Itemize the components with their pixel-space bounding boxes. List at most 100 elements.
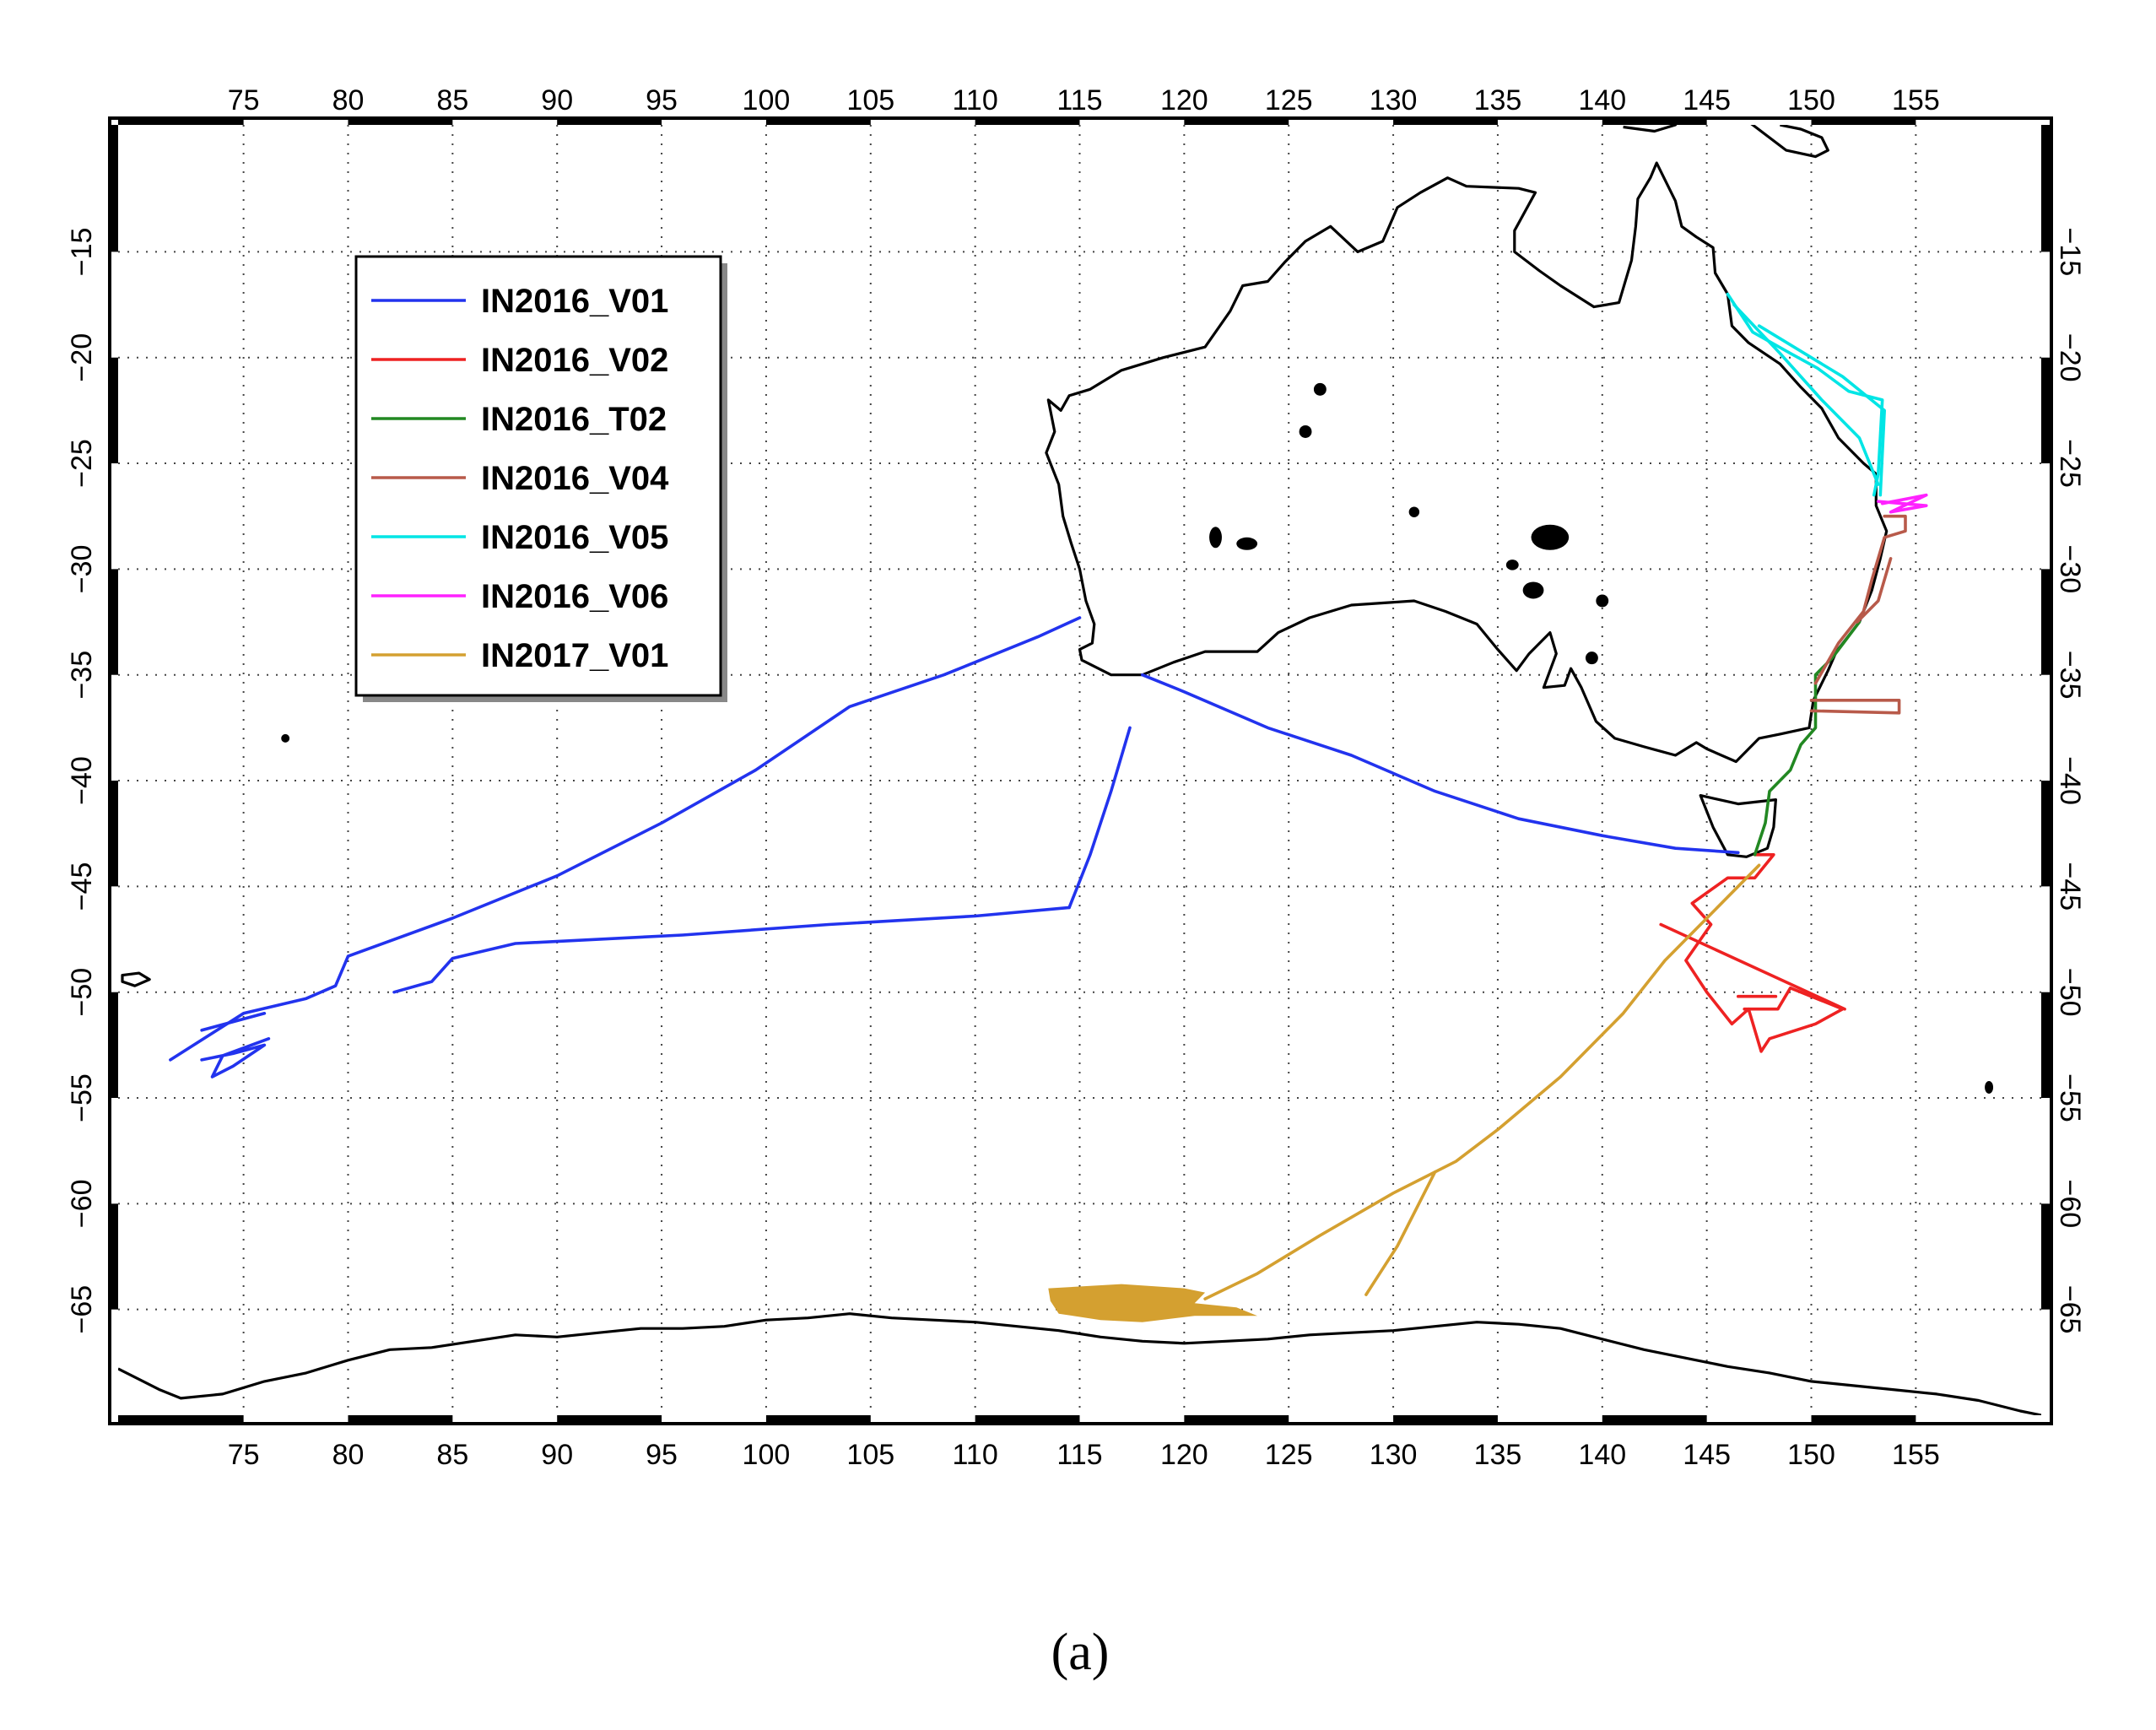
lat-tick-label: −15 [2054,228,2086,277]
frame-band [348,1415,453,1424]
lon-tick-label: 80 [332,1439,365,1471]
lon-tick-label: 110 [953,84,998,116]
lon-tick-label: 140 [1578,84,1626,116]
frame-band [975,118,1080,125]
lake [1313,382,1327,396]
lon-tick-label: 125 [1265,84,1313,116]
lat-tick-label: −35 [66,651,98,700]
frame-band [110,992,118,1099]
track-segment [1141,673,1740,855]
legend-label: IN2016_V06 [481,578,668,615]
lat-tick-label: −55 [2054,1073,2086,1122]
frame-band [2041,781,2051,887]
frame-band [765,1415,871,1424]
lat-tick-label: −45 [2054,862,2086,911]
track-in2016-v02 [1659,853,1846,1053]
frame-band [348,118,453,125]
legend-label: IN2016_V05 [481,519,668,556]
lat-tick-label: −50 [2054,968,2086,1017]
lon-tick-label: 110 [953,1439,998,1471]
lat-tick-label: −60 [2054,1180,2086,1229]
frame-band [1393,1415,1498,1424]
lon-tick-label: 105 [846,1439,894,1471]
lake [1985,1080,1994,1094]
longitude-labels-top: 75 80 85 90 95 100 105 110 115 120 125 130 135 140 145… [228,84,1940,116]
legend-label: IN2016_T02 [481,401,667,438]
lat-tick-label: −30 [66,545,98,594]
frame-band [110,781,118,887]
lake [1531,524,1570,550]
track-segment [200,1012,267,1032]
frame-checker [110,118,2051,1424]
lon-tick-label: 145 [1683,1439,1731,1471]
legend: IN2016_V01 IN2016_V02 IN2016_T02 IN2016_V04… [354,255,727,702]
frame-band [2041,569,2051,675]
legend-label: IN2016_V04 [481,460,669,497]
lon-tick-label: 85 [436,1439,468,1471]
track-in2016-v06 [1877,493,1928,514]
lat-tick-label: −60 [66,1180,98,1229]
lat-tick-label: −25 [2054,439,2086,488]
lat-tick-label: −55 [66,1073,98,1122]
latitude-labels-right: −15 −20 −25 −30 −35 −40 −45 −50 −55 −60 −65 [2054,228,2086,1334]
track-segment [1684,853,1845,1053]
track-in2016-v05 [1726,292,1886,497]
lon-tick-label: 100 [743,84,791,116]
frame-band [975,1415,1080,1424]
lon-tick-label: 115 [1056,84,1102,116]
lake [1596,594,1609,608]
track-segment [1659,922,1846,1011]
lake [1522,581,1544,599]
lon-tick-label: 130 [1370,1439,1418,1471]
track-in2016-v04 [1809,514,1907,715]
track-in2016-v01 [169,616,1740,1079]
lon-tick-label: 95 [646,84,678,116]
lon-tick-label: 130 [1370,84,1418,116]
lat-tick-label: −65 [66,1285,98,1334]
lat-tick-label: −50 [66,968,98,1017]
lon-tick-label: 120 [1160,84,1208,116]
lon-tick-label: 145 [1683,84,1731,116]
frame-band [110,569,118,675]
lon-tick-label: 75 [228,1439,260,1471]
kerguelen-coastline [121,971,151,987]
frame-band [765,118,871,125]
lon-tick-label: 105 [846,84,894,116]
legend-label: IN2016_V02 [481,342,668,379]
in2017-v01-survey-patch [1048,1284,1258,1322]
track-segment [169,616,1082,1062]
lon-tick-label: 90 [541,1439,573,1471]
track-segment [1732,303,1880,486]
lon-tick-label: 115 [1056,1439,1102,1471]
lake [1236,537,1258,550]
legend-label: IN2017_V01 [481,637,668,674]
australia-coastline [1045,161,1889,764]
lon-tick-label: 155 [1892,84,1940,116]
figure-caption: (a) [1051,1624,1110,1681]
lat-tick-label: −15 [66,228,98,277]
new-guinea-coastline [1623,125,1829,159]
lake [1299,424,1312,438]
lat-tick-label: −65 [2054,1285,2086,1334]
legend-label: IN2016_V01 [481,283,668,320]
frame-band [2041,992,2051,1099]
lon-tick-label: 155 [1892,1439,1940,1471]
frame-band [2041,357,2051,464]
lat-tick-label: −25 [66,439,98,488]
frame-band [110,125,118,252]
tasmania-coastline [1699,794,1777,858]
track-segment [1856,557,1893,624]
frame-band [110,357,118,464]
frame-band [2041,1203,2051,1310]
longitude-labels-bottom: 75 80 85 90 95 100 105 110 115 120 125 130 135 140 145… [228,1439,1940,1471]
frame-band [1602,118,1707,125]
frame-band [1811,1415,1916,1424]
lat-tick-label: −20 [2054,333,2086,382]
track-segment [392,906,1071,994]
lon-tick-label: 135 [1474,1439,1522,1471]
lake [281,733,290,743]
frame-band [110,1203,118,1310]
lat-tick-label: −30 [2054,545,2086,594]
antarctica-coastline [118,1312,2041,1415]
